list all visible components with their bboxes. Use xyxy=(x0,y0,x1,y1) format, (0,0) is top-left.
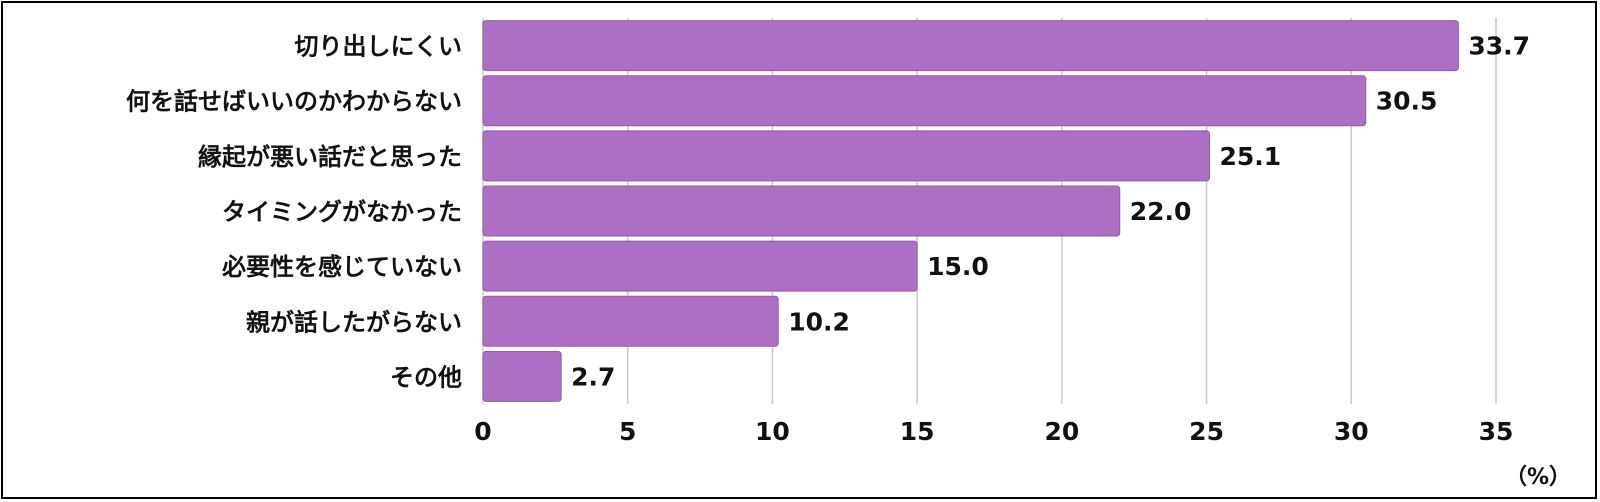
bar xyxy=(482,185,1121,237)
bar xyxy=(482,295,779,347)
category-label: 親が話したがらない xyxy=(246,308,462,336)
bar xyxy=(482,75,1367,127)
x-tick-label: 0 xyxy=(474,417,491,446)
bar xyxy=(482,20,1459,72)
x-tick-label: 20 xyxy=(1044,417,1079,446)
x-axis-unit-label: （%） xyxy=(1505,465,1571,490)
bar xyxy=(482,130,1210,182)
x-axis-ticks: 0 5 10 15 20 25 30 35 xyxy=(474,417,1513,446)
value-label: 15.0 xyxy=(927,252,989,281)
category-label: 必要性を感じていない xyxy=(222,253,462,281)
value-label: 25.1 xyxy=(1219,142,1281,171)
x-tick-label: 30 xyxy=(1334,417,1369,446)
category-label: 切り出しにくい xyxy=(294,33,462,61)
x-tick-label: 15 xyxy=(900,417,935,446)
bars xyxy=(482,20,1459,402)
category-labels: 切り出しにくい何を話せばいいのかわからない縁起が悪い話だと思ったタイミングがなか… xyxy=(126,33,462,392)
bar xyxy=(482,350,562,402)
x-tick-label: 5 xyxy=(619,417,636,446)
category-label: 何を話せばいいのかわからない xyxy=(126,88,462,116)
bar xyxy=(482,240,918,292)
x-tick-label: 10 xyxy=(755,417,790,446)
value-label: 10.2 xyxy=(788,307,850,336)
category-label: 縁起が悪い話だと思った xyxy=(198,143,462,171)
value-label: 30.5 xyxy=(1376,87,1438,116)
value-label: 22.0 xyxy=(1130,197,1192,226)
value-label: 2.7 xyxy=(571,362,615,391)
x-tick-label: 35 xyxy=(1479,417,1514,446)
value-label: 33.7 xyxy=(1468,32,1530,61)
category-label: その他 xyxy=(390,363,462,391)
x-tick-label: 25 xyxy=(1189,417,1224,446)
value-labels: 33.7 30.5 25.1 22.0 15.0 10.2 2.7 xyxy=(571,32,1530,392)
category-label: タイミングがなかった xyxy=(222,198,462,226)
